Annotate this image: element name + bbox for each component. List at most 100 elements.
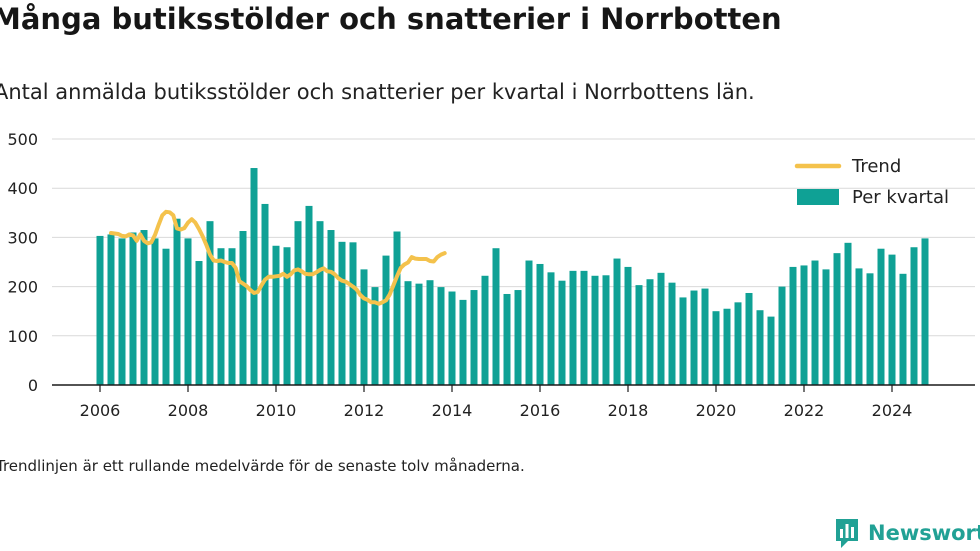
bar — [635, 285, 643, 385]
bar — [470, 290, 478, 385]
y-tick-label: 400 — [7, 179, 38, 198]
bar — [866, 273, 874, 385]
bar — [756, 310, 764, 385]
trend-line — [109, 209, 447, 306]
bar — [140, 230, 148, 385]
x-tick-label: 2006 — [80, 401, 121, 420]
y-tick-label: 300 — [7, 228, 38, 247]
bar — [855, 268, 863, 385]
chart-area: 0 100 200 300 400 500 2006 2008 2010 2012 2014 2016… — [7, 130, 975, 420]
bar — [877, 248, 885, 385]
bar — [547, 272, 555, 385]
bar — [404, 281, 412, 385]
brand-logo: Newsworthy — [834, 517, 980, 549]
bar — [228, 248, 236, 385]
x-tick-label: 2018 — [608, 401, 649, 420]
bar — [734, 302, 742, 385]
bar — [96, 235, 104, 385]
bar — [602, 275, 610, 385]
bar — [701, 288, 709, 385]
legend-bar-label: Per kvartal — [852, 187, 949, 208]
bar — [668, 282, 676, 385]
bar — [789, 266, 797, 385]
bar — [272, 245, 280, 385]
bar — [712, 311, 720, 385]
bar — [360, 269, 368, 385]
bar — [525, 260, 533, 385]
bar — [778, 286, 786, 385]
bar — [217, 248, 225, 385]
bar — [569, 270, 577, 385]
brand-name: Newsworthy — [868, 521, 980, 545]
bar — [184, 238, 192, 385]
bar — [811, 260, 819, 385]
y-tick-label: 0 — [28, 376, 38, 395]
bar — [294, 221, 302, 385]
bar — [426, 280, 434, 385]
bar — [151, 238, 159, 385]
bar — [316, 221, 324, 385]
bar — [382, 255, 390, 385]
bar — [514, 290, 522, 385]
bar — [195, 261, 203, 385]
bar — [558, 280, 566, 385]
bar — [492, 248, 500, 385]
bar — [118, 238, 126, 385]
bar — [448, 291, 456, 385]
bar — [415, 283, 423, 385]
bar — [613, 258, 621, 385]
bar — [910, 247, 918, 385]
bar — [371, 287, 379, 385]
bar — [679, 297, 687, 385]
bar — [899, 273, 907, 385]
x-tick-label: 2024 — [872, 401, 913, 420]
bar — [459, 299, 467, 385]
chart-subtitle: Antal anmälda butiksstölder och snatteri… — [0, 80, 755, 104]
legend-trend-label: Trend — [851, 156, 901, 177]
bar — [261, 203, 269, 385]
bar — [338, 241, 346, 385]
bar — [767, 316, 775, 385]
bar — [173, 218, 181, 385]
footnote: Trendlinjen är ett rullande medelvärde f… — [0, 457, 525, 475]
bar — [921, 238, 929, 385]
bar — [591, 275, 599, 385]
x-tick-label: 2022 — [784, 401, 825, 420]
x-tick-label: 2012 — [344, 401, 385, 420]
bar — [349, 242, 357, 385]
legend: Trend Per kvartal — [794, 156, 949, 208]
y-tick-label: 100 — [7, 327, 38, 346]
x-tick-label: 2020 — [696, 401, 737, 420]
bar — [327, 230, 335, 385]
bar — [393, 231, 401, 385]
bar — [481, 275, 489, 385]
x-tick-label: 2008 — [168, 401, 209, 420]
bar — [822, 269, 830, 385]
bar — [745, 292, 753, 385]
bar — [129, 232, 137, 385]
newsworthy-chart-bubble-icon — [836, 519, 858, 548]
bar — [305, 205, 313, 385]
x-tick-label: 2016 — [520, 401, 561, 420]
y-tick-label: 200 — [7, 278, 38, 297]
bar — [657, 272, 665, 385]
x-tick-label: 2014 — [432, 401, 473, 420]
bar — [888, 254, 896, 385]
bar — [723, 308, 731, 385]
bar — [206, 221, 214, 385]
bar — [580, 270, 588, 385]
bar — [283, 247, 291, 385]
bar — [162, 248, 170, 385]
bar — [503, 293, 511, 385]
chart-title: Många butiksstölder och snatterier i Nor… — [0, 2, 782, 36]
bar — [624, 266, 632, 385]
bar — [437, 287, 445, 385]
bar — [250, 168, 258, 385]
bar — [239, 231, 247, 385]
bar — [536, 263, 544, 385]
bar — [646, 279, 654, 385]
bar — [800, 265, 808, 385]
legend-bar-swatch — [797, 189, 839, 205]
bar — [833, 253, 841, 385]
bar — [107, 234, 115, 385]
